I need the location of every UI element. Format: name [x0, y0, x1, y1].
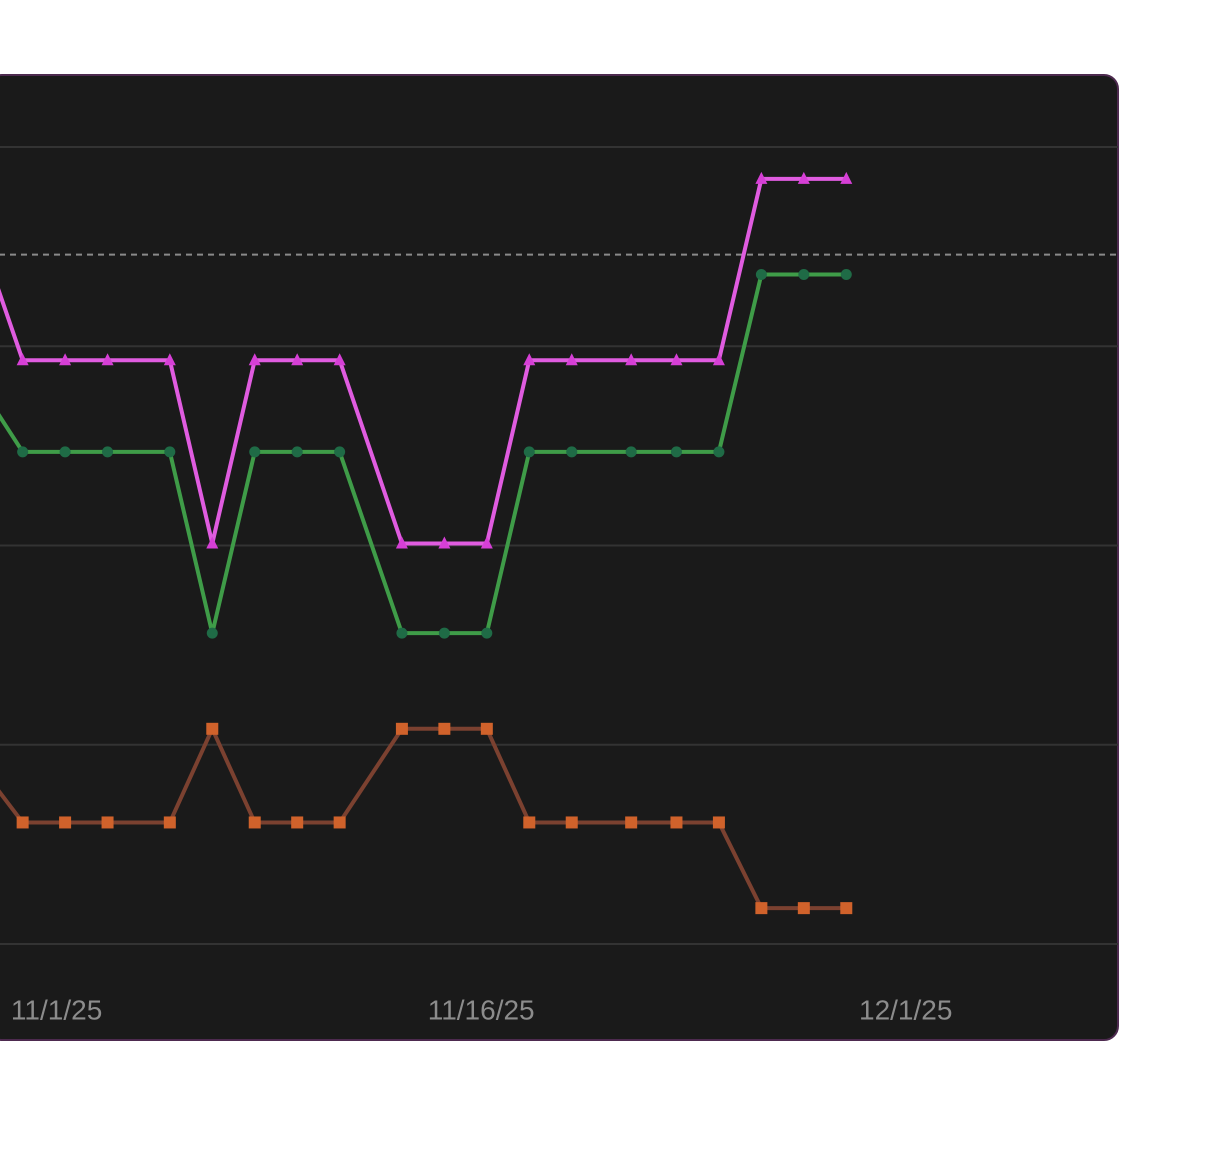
- point: [712, 816, 725, 829]
- point: [248, 353, 261, 366]
- point: [334, 446, 346, 458]
- point: [59, 816, 72, 829]
- point: [101, 353, 114, 366]
- point: [481, 627, 493, 639]
- point: [396, 627, 408, 639]
- point: [755, 902, 768, 915]
- point: [523, 446, 535, 458]
- point: [797, 171, 810, 184]
- point: [523, 816, 536, 829]
- point: [712, 353, 725, 366]
- point: [291, 353, 304, 366]
- x-tick-label: 12/1/25: [859, 994, 952, 1025]
- series-line: [0, 272, 847, 636]
- point: [565, 816, 578, 829]
- point: [625, 816, 638, 829]
- point: [438, 722, 451, 735]
- point: [206, 627, 218, 639]
- point: [566, 446, 578, 458]
- point: [206, 536, 219, 549]
- point: [798, 269, 810, 281]
- series-line: [0, 726, 847, 911]
- point: [163, 816, 176, 829]
- point: [840, 171, 853, 184]
- point: [206, 722, 219, 735]
- point: [565, 353, 578, 366]
- point: [670, 446, 682, 458]
- x-tick-label: 11/16/25: [428, 994, 535, 1025]
- point: [333, 816, 346, 829]
- point: [713, 446, 725, 458]
- point: [17, 446, 29, 458]
- point: [840, 902, 853, 915]
- point: [164, 446, 176, 458]
- x-tick-label: 11/1/25: [11, 994, 102, 1025]
- point: [840, 269, 852, 281]
- point: [438, 627, 450, 639]
- point: [291, 816, 304, 829]
- point: [291, 446, 303, 458]
- point: [395, 536, 408, 549]
- point: [670, 816, 683, 829]
- point: [102, 446, 114, 458]
- point: [625, 446, 637, 458]
- series-line: [0, 176, 847, 546]
- point: [16, 353, 29, 366]
- plot-area: [0, 146, 1118, 945]
- point: [523, 353, 536, 366]
- point: [480, 722, 493, 735]
- point: [755, 171, 768, 184]
- point: [438, 536, 451, 549]
- point: [480, 536, 493, 549]
- point: [59, 446, 71, 458]
- point: [16, 816, 29, 829]
- point: [670, 353, 683, 366]
- point: [333, 353, 346, 366]
- point: [797, 902, 810, 915]
- point: [101, 816, 114, 829]
- point: [625, 353, 638, 366]
- point: [248, 816, 261, 829]
- point: [59, 353, 72, 366]
- point: [163, 353, 176, 366]
- point: [395, 722, 408, 735]
- point: [249, 446, 261, 458]
- point: [755, 269, 767, 281]
- chart-panel: [0, 74, 1119, 1041]
